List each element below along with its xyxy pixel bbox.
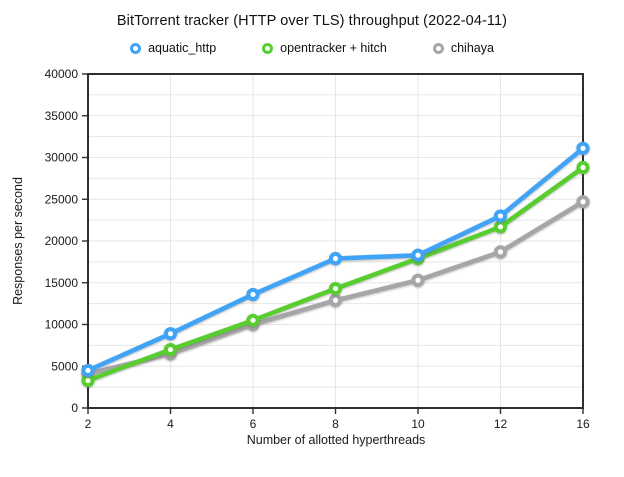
y-tick-label: 10000: [45, 318, 79, 332]
ring-marker-icon: [262, 42, 274, 54]
legend-item-opentracker-hitch: opentracker + hitch: [262, 41, 387, 55]
data-point-marker: [493, 220, 508, 234]
ring-marker-icon: [432, 42, 444, 54]
data-point-marker: [411, 273, 425, 287]
data-point-marker: [411, 248, 425, 262]
x-axis-title: Number of allotted hyperthreads: [246, 433, 426, 447]
data-point-marker: [328, 293, 343, 307]
y-tick-label: 0: [71, 401, 78, 415]
data-point-marker: [328, 281, 343, 296]
legend-item-chihaya: chihaya: [432, 41, 494, 55]
x-tick-label: 2: [85, 417, 92, 431]
y-tick-label: 35000: [45, 109, 79, 123]
legend-item-aquatic-http: aquatic_http: [130, 41, 216, 55]
legend-label: aquatic_http: [148, 41, 217, 55]
x-tick-label: 6: [250, 417, 257, 431]
data-point-marker: [576, 160, 590, 175]
x-tick-label: 12: [494, 417, 508, 431]
data-point-marker: [246, 313, 260, 327]
data-point-marker: [81, 373, 95, 388]
data-point-marker: [576, 141, 590, 155]
y-tick-label: 25000: [45, 192, 79, 206]
data-point-marker: [493, 245, 508, 259]
plot-frame: [87, 73, 584, 409]
data-point-marker: [576, 195, 590, 209]
data-point-marker: [81, 363, 95, 378]
x-tick-label: 8: [332, 417, 339, 431]
y-axis-title: Responses per second: [11, 177, 25, 305]
y-tick-label: 20000: [45, 234, 79, 248]
y-tick-label: 15000: [45, 276, 79, 290]
axis-ticks: [82, 73, 584, 414]
chart-title: BitTorrent tracker (HTTP over TLS) throu…: [116, 13, 508, 29]
y-tick-labels: 0 5000 10000 15000 20000 25000 30000 35000 40000: [45, 67, 79, 415]
x-tick-label: 10: [411, 417, 425, 431]
x-tick-labels: 2 4 6 8 10 12 16: [85, 417, 590, 431]
y-tick-label: 40000: [45, 67, 79, 81]
data-point-marker: [163, 327, 178, 341]
data-point-marker: [163, 342, 178, 357]
data-point-marker: [328, 251, 343, 266]
series-aquatic-http: [81, 141, 590, 378]
data-point-marker: [246, 287, 260, 302]
legend-label: chihaya: [450, 41, 494, 55]
x-tick-label: 16: [576, 417, 590, 431]
ring-marker-icon: [130, 42, 142, 54]
y-tick-label: 30000: [45, 151, 79, 165]
y-tick-label: 5000: [51, 359, 78, 373]
x-tick-label: 4: [167, 417, 174, 431]
data-point-marker: [493, 209, 508, 223]
chart-legend: aquatic_http opentracker + hitch chihaya: [0, 41, 624, 55]
legend-label: opentracker + hitch: [280, 41, 387, 55]
